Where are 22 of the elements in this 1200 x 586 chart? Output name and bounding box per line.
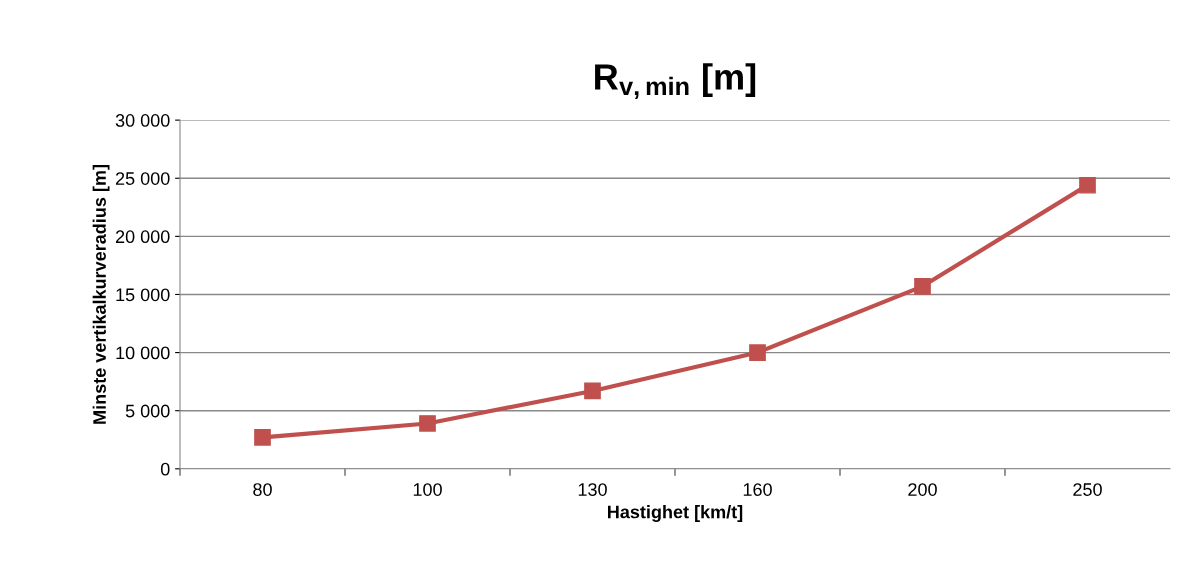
x-tick-label: 80 <box>253 483 272 496</box>
x-tick-label: 200 <box>908 483 937 496</box>
point <box>1079 176 1096 194</box>
point <box>419 415 436 432</box>
y-tick-label: 5 000 <box>125 404 170 418</box>
y-tick-label: 0 <box>160 462 170 476</box>
y-tick-label: 30 000 <box>115 114 170 127</box>
y-tick-label: 25 000 <box>115 172 170 185</box>
y-axis-title: Minste vertikalkurveradius [m] <box>92 165 110 424</box>
y-tick-label: 15 000 <box>116 288 170 302</box>
point <box>254 429 271 446</box>
y-tick-label: 10 000 <box>116 346 170 360</box>
point <box>584 382 601 400</box>
x-tick-label: 100 <box>413 483 442 496</box>
x-tick-label: 250 <box>1073 483 1102 496</box>
point <box>914 277 931 295</box>
point <box>749 344 766 361</box>
x-tick-label: 160 <box>743 483 772 496</box>
x-axis-title: Hastighet [km/t] <box>608 505 743 522</box>
x-tick-label: 130 <box>578 483 607 496</box>
chart-title: R$_{v,min}$ [m] <box>595 63 756 100</box>
y-tick-label: 20 000 <box>115 230 170 244</box>
